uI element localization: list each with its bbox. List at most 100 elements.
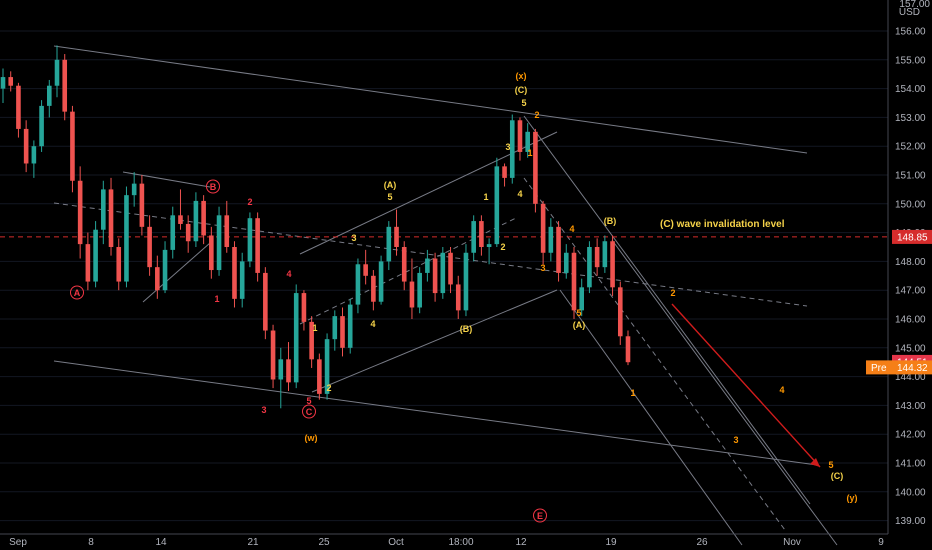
candle-body (340, 316, 345, 348)
candle-body (62, 59, 68, 112)
projection-arrowhead (810, 458, 820, 467)
price-tick: 154.00 (895, 84, 926, 95)
candle-body (587, 247, 592, 288)
candle-body (625, 336, 631, 363)
time-tick: Sep (9, 537, 27, 548)
time-tick: 9 (878, 537, 884, 548)
wave-label: (C) (831, 471, 844, 481)
wave-label: 5 (828, 460, 833, 470)
candle-body (162, 249, 168, 291)
badge-prefix-bg (866, 360, 892, 375)
candle-body (293, 293, 299, 383)
trend-line (523, 115, 811, 505)
candle-body (432, 258, 438, 294)
wave-label: 1 (214, 294, 219, 304)
candles (0, 45, 631, 409)
price-badges: 148.85144.51Pre144.32 (866, 229, 932, 375)
candle-body (378, 261, 384, 302)
wave-label: 5 (521, 98, 526, 108)
wave-label-circle (206, 179, 220, 194)
time-tick: 26 (696, 537, 708, 548)
wave-label: 2 (500, 242, 505, 252)
wave-label-circle (70, 285, 84, 300)
candle-body (301, 293, 307, 322)
trend-line (311, 289, 558, 393)
invalidation-label: (C) wave invalidation level (660, 219, 785, 230)
price-tick: 145.00 (895, 343, 926, 354)
candle-body (363, 264, 368, 276)
candle-body (46, 85, 52, 106)
candle-body (317, 359, 322, 394)
wave-label-circle (302, 404, 316, 419)
candle-body (332, 316, 338, 340)
candle-body (417, 272, 422, 308)
wave-label: 1 (527, 148, 532, 158)
candle-body (239, 261, 245, 299)
time-axis[interactable]: Sep 8 14 21 25 Oct 18:00 12 19 26 Nov 9 (9, 537, 884, 548)
price-tick: 143.00 (895, 401, 926, 412)
candle-body (494, 166, 500, 245)
wave-labels: AB12345C(w)1234(A)5(B)1234(x)(C)521345(A… (70, 71, 858, 523)
candle-body (139, 183, 145, 227)
candle-body (479, 221, 484, 247)
candle-body (247, 218, 253, 262)
candle-body (455, 284, 461, 311)
candle-body (263, 272, 268, 331)
candle-body (278, 359, 284, 380)
candle-body (255, 218, 260, 273)
badge-bg (892, 229, 932, 244)
trend-line (53, 360, 818, 466)
candle-body (93, 229, 98, 282)
wave-label: (C) (515, 85, 528, 95)
wave-label: C (306, 407, 313, 417)
candle-body (448, 252, 453, 285)
candle-body (170, 215, 176, 250)
candle-body (571, 252, 577, 311)
price-tick: 148.00 (895, 257, 926, 268)
time-tick: 25 (318, 537, 330, 548)
time-tick: Oct (388, 537, 404, 548)
candle-body (409, 281, 415, 308)
candle-body (54, 59, 60, 86)
time-tick: 8 (88, 537, 94, 548)
wave-label: 5 (306, 396, 311, 406)
candle-body (509, 120, 515, 178)
trend-line (611, 239, 838, 546)
candle-body (579, 287, 585, 311)
candle-body (85, 244, 91, 282)
time-tick: 12 (515, 537, 527, 548)
candle-body (347, 304, 353, 348)
candle-body (209, 235, 214, 271)
price-tick: 155.00 (895, 55, 926, 66)
candle-body (178, 215, 183, 224)
price-tick: 140.00 (895, 487, 926, 498)
trend-line (671, 303, 821, 468)
candle-body (8, 77, 14, 86)
candle-body (602, 241, 608, 268)
candle-body (124, 195, 129, 282)
wave-label: 3 (505, 142, 510, 152)
wave-label: 1 (312, 323, 317, 333)
time-tick: Nov (783, 537, 801, 548)
wave-label: 3 (540, 263, 545, 273)
wave-label: (B) (460, 324, 473, 334)
candle-body (502, 166, 507, 178)
trend-line (122, 171, 211, 188)
candle-body (525, 131, 530, 152)
badge-value: 148.85 (897, 232, 928, 243)
candle-body (309, 321, 314, 360)
time-tick: 21 (247, 537, 259, 548)
candle-body (108, 189, 114, 247)
wave-label: 1 (483, 192, 488, 202)
candle-body (610, 241, 615, 288)
candle-body (540, 203, 546, 253)
wave-label: (B) (604, 216, 617, 226)
wave-label: (x) (516, 71, 527, 81)
candle-body (155, 267, 160, 291)
price-tick: 142.00 (895, 430, 926, 441)
wave-label: 3 (733, 435, 738, 445)
candle-body (224, 215, 230, 247)
candle-body (131, 183, 137, 196)
price-tick: 150.00 (895, 199, 926, 210)
